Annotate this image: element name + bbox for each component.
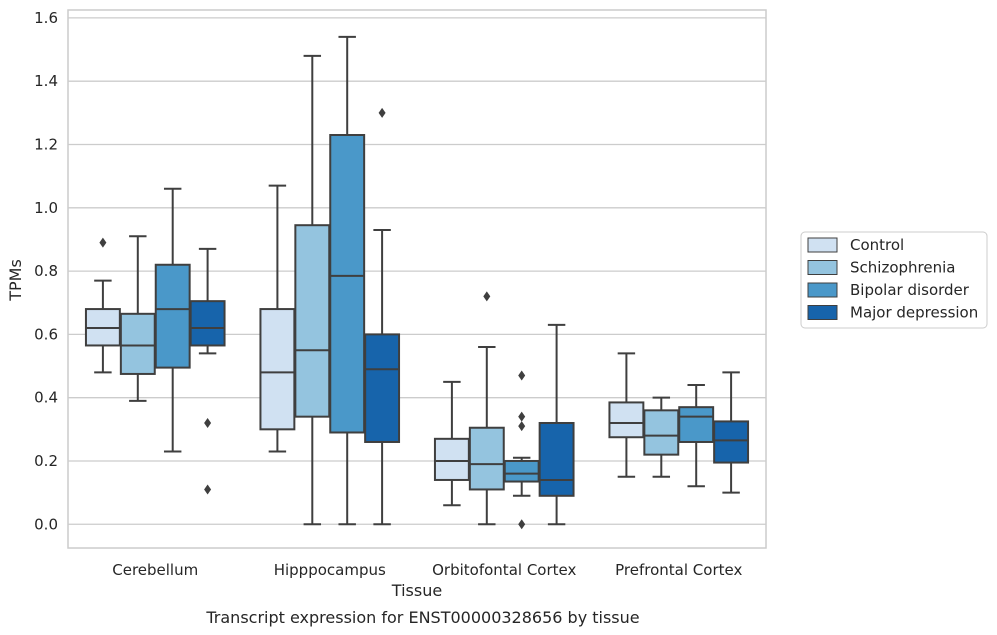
iqr-box <box>468 426 505 491</box>
iqr-box <box>294 224 331 418</box>
outlier-point <box>204 417 212 428</box>
iqr-box <box>608 401 645 439</box>
box-major-depression <box>364 107 401 526</box>
outlier-point <box>483 291 491 302</box>
outlier-point <box>204 484 212 495</box>
outlier-point <box>518 370 526 381</box>
y-tick-label: 1.6 <box>34 9 58 27</box>
legend-label: Bipolar disorder <box>850 281 970 299</box>
box-control <box>433 380 470 507</box>
legend-item: Control <box>807 236 904 254</box>
iqr-box <box>643 409 680 456</box>
iqr-box <box>503 459 540 483</box>
y-tick-label: 1.0 <box>34 199 58 217</box>
box-major-depression <box>713 371 750 494</box>
y-tick-labels: 0.0 0.2 0.4 0.6 0.8 1.0 1.2 1.4 1.6 <box>34 9 58 533</box>
chart-caption: Transcript expression for ENST0000032865… <box>205 608 639 627</box>
legend-label: Schizophrenia <box>850 259 955 277</box>
legend-label: Major depression <box>850 304 978 322</box>
legend-item: Schizophrenia <box>807 259 955 277</box>
box-schizophrenia <box>468 291 505 526</box>
y-tick-label: 0.2 <box>34 452 58 470</box>
legend-swatch <box>807 282 838 298</box>
x-tick-label: Prefrontal Cortex <box>615 561 742 579</box>
plot-frame <box>67 9 767 549</box>
x-tick-label: Orbitofontal Cortex <box>432 561 576 579</box>
iqr-box <box>329 134 366 434</box>
x-axis-label: Tissue <box>391 581 442 600</box>
outlier-point <box>518 519 526 530</box>
legend-swatch <box>807 260 838 275</box>
outlier-point <box>378 107 386 118</box>
box-bipolar-disorder <box>678 384 715 488</box>
iqr-box <box>154 263 191 369</box>
y-tick-label: 1.4 <box>34 72 58 90</box>
legend: Control Schizophrenia Bipolar disorder Majo… <box>800 231 988 329</box>
outlier-point <box>518 421 526 432</box>
y-tick-label: 1.2 <box>34 136 58 154</box>
iqr-box <box>189 300 226 347</box>
box-bipolar-disorder <box>154 187 191 453</box>
legend-item: Major depression <box>807 304 978 322</box>
box-schizophrenia <box>119 235 156 402</box>
outlier-point <box>518 411 526 422</box>
x-tick-label: Hipppocampus <box>274 561 386 579</box>
box-schizophrenia <box>294 54 331 526</box>
box-control <box>259 184 296 453</box>
iqr-box <box>364 333 401 443</box>
iqr-box <box>433 437 470 481</box>
y-tick-label: 0.0 <box>34 515 58 533</box>
iqr-box <box>119 312 156 375</box>
box-major-depression <box>189 247 226 495</box>
iqr-box <box>538 421 575 497</box>
iqr-box <box>259 308 296 431</box>
box-control <box>608 352 645 478</box>
y-axis-label: TPMs <box>6 259 25 302</box>
y-tick-label: 0.4 <box>34 389 58 407</box>
plot-area-boxes <box>84 35 750 530</box>
legend-item: Bipolar disorder <box>807 281 970 299</box>
iqr-box <box>678 406 715 443</box>
box-bipolar-disorder <box>329 35 366 526</box>
box-control <box>84 237 121 374</box>
x-tick-label: Cerebellum <box>112 561 198 579</box>
legend-swatch <box>807 237 838 253</box>
legend-label: Control <box>850 236 904 254</box>
box-bipolar-disorder <box>503 370 540 530</box>
box-schizophrenia <box>643 396 680 478</box>
legend-swatch <box>807 305 838 320</box>
box-major-depression <box>538 323 575 526</box>
x-tick-labels: Cerebellum Hipppocampus Orbitofontal Corte… <box>112 561 742 579</box>
iqr-box <box>713 420 750 464</box>
outlier-point <box>99 237 107 248</box>
y-tick-label: 0.6 <box>34 325 58 343</box>
y-tick-label: 0.8 <box>34 262 58 280</box>
legend-frame <box>800 231 988 329</box>
